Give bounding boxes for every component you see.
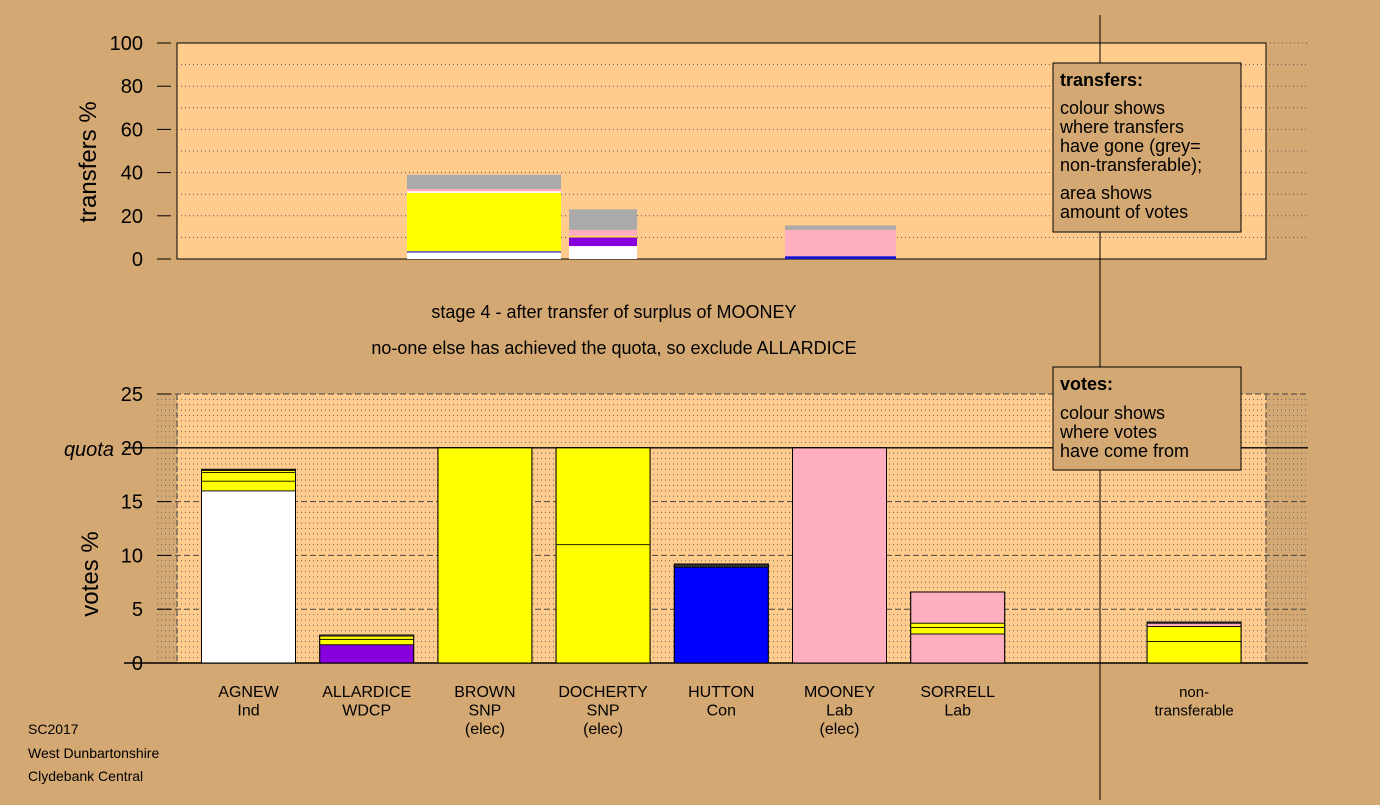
- bottom-y-tick-label: 10: [121, 545, 143, 567]
- footer-ward: Clydebank Central: [28, 768, 144, 784]
- votes-legend-line: have come from: [1060, 441, 1189, 461]
- vote-segment: [555, 447, 651, 546]
- transfers-legend-line: area shows: [1060, 183, 1152, 203]
- top-y-tick-label: 0: [132, 249, 143, 271]
- transfer-segment: [569, 209, 637, 230]
- candidate-label: (elec): [465, 721, 505, 738]
- candidate-label: Con: [707, 703, 736, 720]
- vote-bar-outline: [792, 447, 887, 664]
- transfer-segment: [407, 252, 561, 259]
- top-y-tick-label: 80: [121, 76, 143, 98]
- top-y-tick-label: 60: [121, 119, 143, 141]
- top-y-tick-label: 40: [121, 163, 143, 185]
- candidate-label: HUTTON: [688, 684, 754, 701]
- vote-segment: [319, 638, 415, 646]
- transfer-segment: [407, 189, 561, 192]
- vote-bar-outline: [319, 634, 415, 664]
- stage-description: stage 4 - after transfer of surplus of M…: [431, 302, 796, 322]
- vote-segment: [437, 447, 533, 664]
- transfers-legend-title: transfers:: [1060, 70, 1143, 90]
- candidate-label: SORRELL: [920, 684, 995, 701]
- transfer-segment: [569, 237, 637, 247]
- transfer-segment: [407, 191, 561, 193]
- candidate-label: (elec): [583, 721, 623, 738]
- votes-legend-title: votes:: [1060, 374, 1113, 394]
- candidate-label: SNP: [587, 703, 620, 720]
- vote-segment: [910, 633, 1006, 664]
- transfers-legend-line: have gone (grey=: [1060, 136, 1201, 156]
- transfer-segment: [569, 229, 637, 237]
- vote-segment: [673, 566, 769, 664]
- bottom-y-tick-label: 20: [121, 438, 143, 460]
- bottom-y-tick-label: 25: [121, 384, 143, 406]
- vote-segment: [201, 472, 296, 482]
- transfers-legend-line: amount of votes: [1060, 202, 1188, 222]
- candidate-label: MOONEY: [804, 684, 875, 701]
- bottom-y-axis-label: votes %: [77, 531, 104, 616]
- vote-segment: [319, 635, 415, 640]
- vote-bar-outline: [1146, 621, 1242, 664]
- top-y-axis-label: transfers %: [75, 101, 102, 222]
- transfer-segment: [785, 229, 896, 257]
- bottom-y-tick-label: 0: [132, 653, 143, 675]
- vote-segment: [555, 544, 651, 664]
- vote-segment: [792, 447, 887, 664]
- vote-bar-outline: [201, 468, 296, 664]
- transfer-segment: [569, 246, 637, 259]
- vote-segment: [319, 644, 415, 664]
- candidate-label: AGNEW: [218, 684, 279, 701]
- candidate-label: BROWN: [454, 684, 515, 701]
- top-y-tick-label: 100: [110, 33, 143, 55]
- votes-legend-line: colour shows: [1060, 403, 1165, 423]
- vote-bar-outline: [555, 447, 651, 664]
- transfer-segment: [785, 225, 896, 230]
- footer-council: West Dunbartonshire: [28, 745, 160, 761]
- transfer-segment: [785, 256, 896, 259]
- transfers-legend-line: non-transferable);: [1060, 155, 1202, 175]
- vote-segment: [1146, 622, 1242, 627]
- candidate-label: ALLARDICE: [322, 684, 411, 701]
- candidate-label: transferable: [1154, 703, 1233, 720]
- votes-legend: votes: colour shows where votes have com…: [1052, 366, 1242, 471]
- votes-legend-line: where votes: [1059, 422, 1157, 442]
- vote-segment: [910, 627, 1006, 635]
- vote-bar-outline: [673, 563, 769, 664]
- vote-segment: [1146, 626, 1242, 642]
- vote-bar-outline: [910, 591, 1006, 664]
- vote-segment: [201, 490, 296, 664]
- transfer-segment: [569, 236, 637, 238]
- action-description: no-one else has achieved the quota, so e…: [371, 338, 856, 358]
- vote-segment: [1146, 641, 1242, 664]
- candidate-label: DOCHERTY: [558, 684, 648, 701]
- quota-label: quota: [64, 439, 114, 461]
- candidate-label: WDCP: [342, 703, 391, 720]
- vote-bar-outline: [437, 447, 533, 664]
- transfers-legend-line: colour shows: [1060, 98, 1165, 118]
- footer-code: SC2017: [28, 721, 79, 737]
- bottom-y-tick-label: 15: [121, 492, 143, 514]
- transfer-segment: [407, 251, 561, 253]
- vote-segment: [201, 480, 296, 492]
- candidate-label: Lab: [826, 703, 853, 720]
- vote-segment: [910, 622, 1006, 628]
- transfer-segment: [407, 192, 561, 252]
- transfers-legend: transfers: colour shows where transfers …: [1052, 62, 1242, 233]
- candidate-label: (elec): [819, 721, 859, 738]
- transfer-segment: [407, 174, 561, 190]
- candidate-label: Ind: [237, 703, 259, 720]
- candidate-label: SNP: [468, 703, 501, 720]
- candidate-label: non-: [1179, 684, 1209, 701]
- top-y-tick-label: 20: [121, 206, 143, 228]
- transfers-legend-line: where transfers: [1059, 117, 1184, 137]
- vote-segment: [910, 591, 1006, 624]
- candidate-label: Lab: [944, 703, 971, 720]
- bottom-y-tick-label: 5: [132, 599, 143, 621]
